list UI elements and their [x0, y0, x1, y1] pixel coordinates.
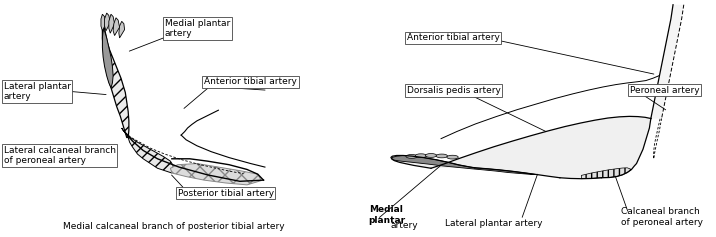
Text: Medial
plantar: Medial plantar [369, 205, 406, 225]
Text: Anterior tibial artery: Anterior tibial artery [204, 77, 297, 86]
Text: Lateral plantar
artery: Lateral plantar artery [4, 82, 71, 101]
Polygon shape [109, 14, 115, 33]
Text: Calcaneal branch
of peroneal artery: Calcaneal branch of peroneal artery [621, 207, 704, 227]
Text: Medial calcaneal branch of posterior tibial artery: Medial calcaneal branch of posterior tib… [63, 222, 285, 231]
Text: Medial plantar
artery: Medial plantar artery [165, 19, 230, 38]
Polygon shape [101, 14, 106, 31]
Polygon shape [122, 128, 173, 173]
Text: Anterior tibial artery: Anterior tibial artery [407, 33, 500, 42]
Polygon shape [651, 5, 684, 118]
Text: Lateral calcaneal branch
of peroneal artery: Lateral calcaneal branch of peroneal art… [4, 146, 115, 165]
Polygon shape [581, 168, 632, 179]
Text: artery: artery [391, 221, 419, 230]
Polygon shape [392, 155, 536, 174]
Text: Dorsalis pedis artery: Dorsalis pedis artery [407, 86, 500, 95]
Polygon shape [170, 164, 261, 185]
Circle shape [436, 154, 448, 158]
Circle shape [415, 154, 427, 158]
Polygon shape [102, 26, 129, 137]
Text: Peroneal artery: Peroneal artery [630, 86, 700, 95]
Text: Posterior tibial artery: Posterior tibial artery [178, 189, 274, 198]
Circle shape [447, 155, 458, 159]
Polygon shape [391, 116, 651, 179]
Text: Lateral plantar artery: Lateral plantar artery [445, 219, 543, 228]
Polygon shape [119, 21, 125, 38]
Polygon shape [105, 13, 110, 31]
Polygon shape [102, 31, 113, 88]
Circle shape [406, 155, 417, 158]
Polygon shape [113, 18, 120, 36]
Circle shape [425, 154, 437, 157]
